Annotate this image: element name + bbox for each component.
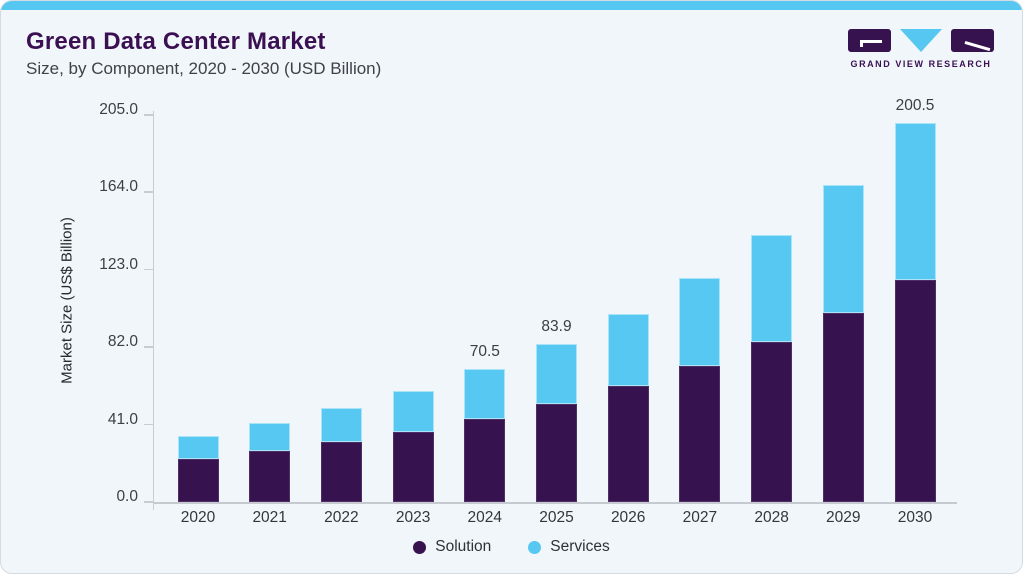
x-tick-label-2021: 2021 [252, 509, 287, 526]
x-tick-label-2026: 2026 [610, 509, 646, 526]
x-tick-label-2027: 2027 [682, 509, 718, 526]
x-tick-label-2024: 2024 [467, 509, 503, 526]
bar-solution-2026 [607, 386, 649, 502]
bar-solution-2021 [249, 451, 291, 502]
legend-label-services: Services [550, 538, 610, 555]
x-tick-label-2029: 2029 [826, 509, 861, 526]
solution-swatch-icon [413, 540, 427, 554]
y-tick-label: 0.0 [116, 488, 138, 505]
bar-services-2029 [822, 184, 864, 313]
y-tick [144, 501, 154, 503]
bar-services-2026 [607, 313, 649, 387]
y-tick [144, 268, 154, 271]
bar-solution-2022 [320, 441, 362, 502]
bar-solution-2028 [751, 341, 793, 502]
bar-solution-2023 [392, 431, 434, 502]
bar-services-2023 [392, 390, 434, 432]
plot-area: 0.0 41.0 82.0 123.0 164.0 205.0 2020 2021 2022 20… [99, 97, 957, 526]
value-label-2025: 83.9 [541, 317, 572, 335]
x-tick-label-2030: 2030 [897, 509, 933, 526]
value-label-2024: 70.5 [469, 342, 500, 360]
legend-item-services: Services [528, 538, 610, 556]
bar-solution-2024 [464, 419, 506, 502]
bar-services-2021 [249, 423, 291, 451]
bar-solution-2025 [536, 403, 577, 502]
y-tick-label: 82.0 [107, 333, 138, 351]
y-tick [144, 423, 154, 426]
bar-services-2020 [177, 435, 219, 459]
bar-solution-2027 [679, 365, 721, 502]
bar-services-2030 [894, 123, 936, 280]
x-tick-label-2022: 2022 [324, 509, 359, 526]
legend-label-solution: Solution [435, 538, 492, 555]
bar-solution-2030 [894, 279, 936, 502]
x-tick-label-2028: 2028 [754, 509, 789, 526]
bar-solution-2029 [822, 312, 864, 502]
bar-solution-2020 [177, 458, 219, 502]
value-label-2030: 200.5 [895, 97, 935, 115]
y-tick [144, 191, 154, 193]
bar-services-2027 [679, 277, 721, 366]
y-tick-label: 164.0 [99, 178, 138, 196]
bar-services-2022 [320, 408, 362, 442]
logo-v-triangle [900, 29, 942, 52]
y-tick [144, 114, 154, 116]
top-accent-bar [1, 1, 1022, 10]
x-tick-label-2025: 2025 [539, 509, 574, 526]
legend: Solution Services [1, 538, 1022, 556]
x-tick-label-2020: 2020 [180, 509, 216, 526]
logo-mark [848, 29, 994, 52]
logo-text: GRAND VIEW RESEARCH [850, 59, 992, 69]
page-subtitle: Size, by Component, 2020 - 2030 (USD Bil… [26, 59, 382, 78]
y-tick-label: 123.0 [99, 255, 138, 273]
services-swatch-icon [528, 540, 542, 554]
bar-services-2025 [536, 343, 577, 404]
bar-services-2028 [751, 234, 793, 342]
y-tick-label: 41.0 [107, 410, 138, 428]
gvr-logo: GRAND VIEW RESEARCH [848, 29, 994, 69]
logo-g-glyph [860, 40, 882, 43]
logo-r-glyph [964, 41, 991, 51]
legend-item-solution: Solution [413, 538, 491, 556]
bar-services-2024 [464, 368, 506, 420]
logo-g-block [848, 29, 891, 52]
logo-r-block [951, 29, 994, 52]
y-tick [144, 346, 154, 348]
page-title: Green Data Center Market [26, 28, 326, 55]
x-tick-label-2023: 2023 [395, 509, 431, 526]
y-tick-label: 205.0 [99, 100, 138, 118]
